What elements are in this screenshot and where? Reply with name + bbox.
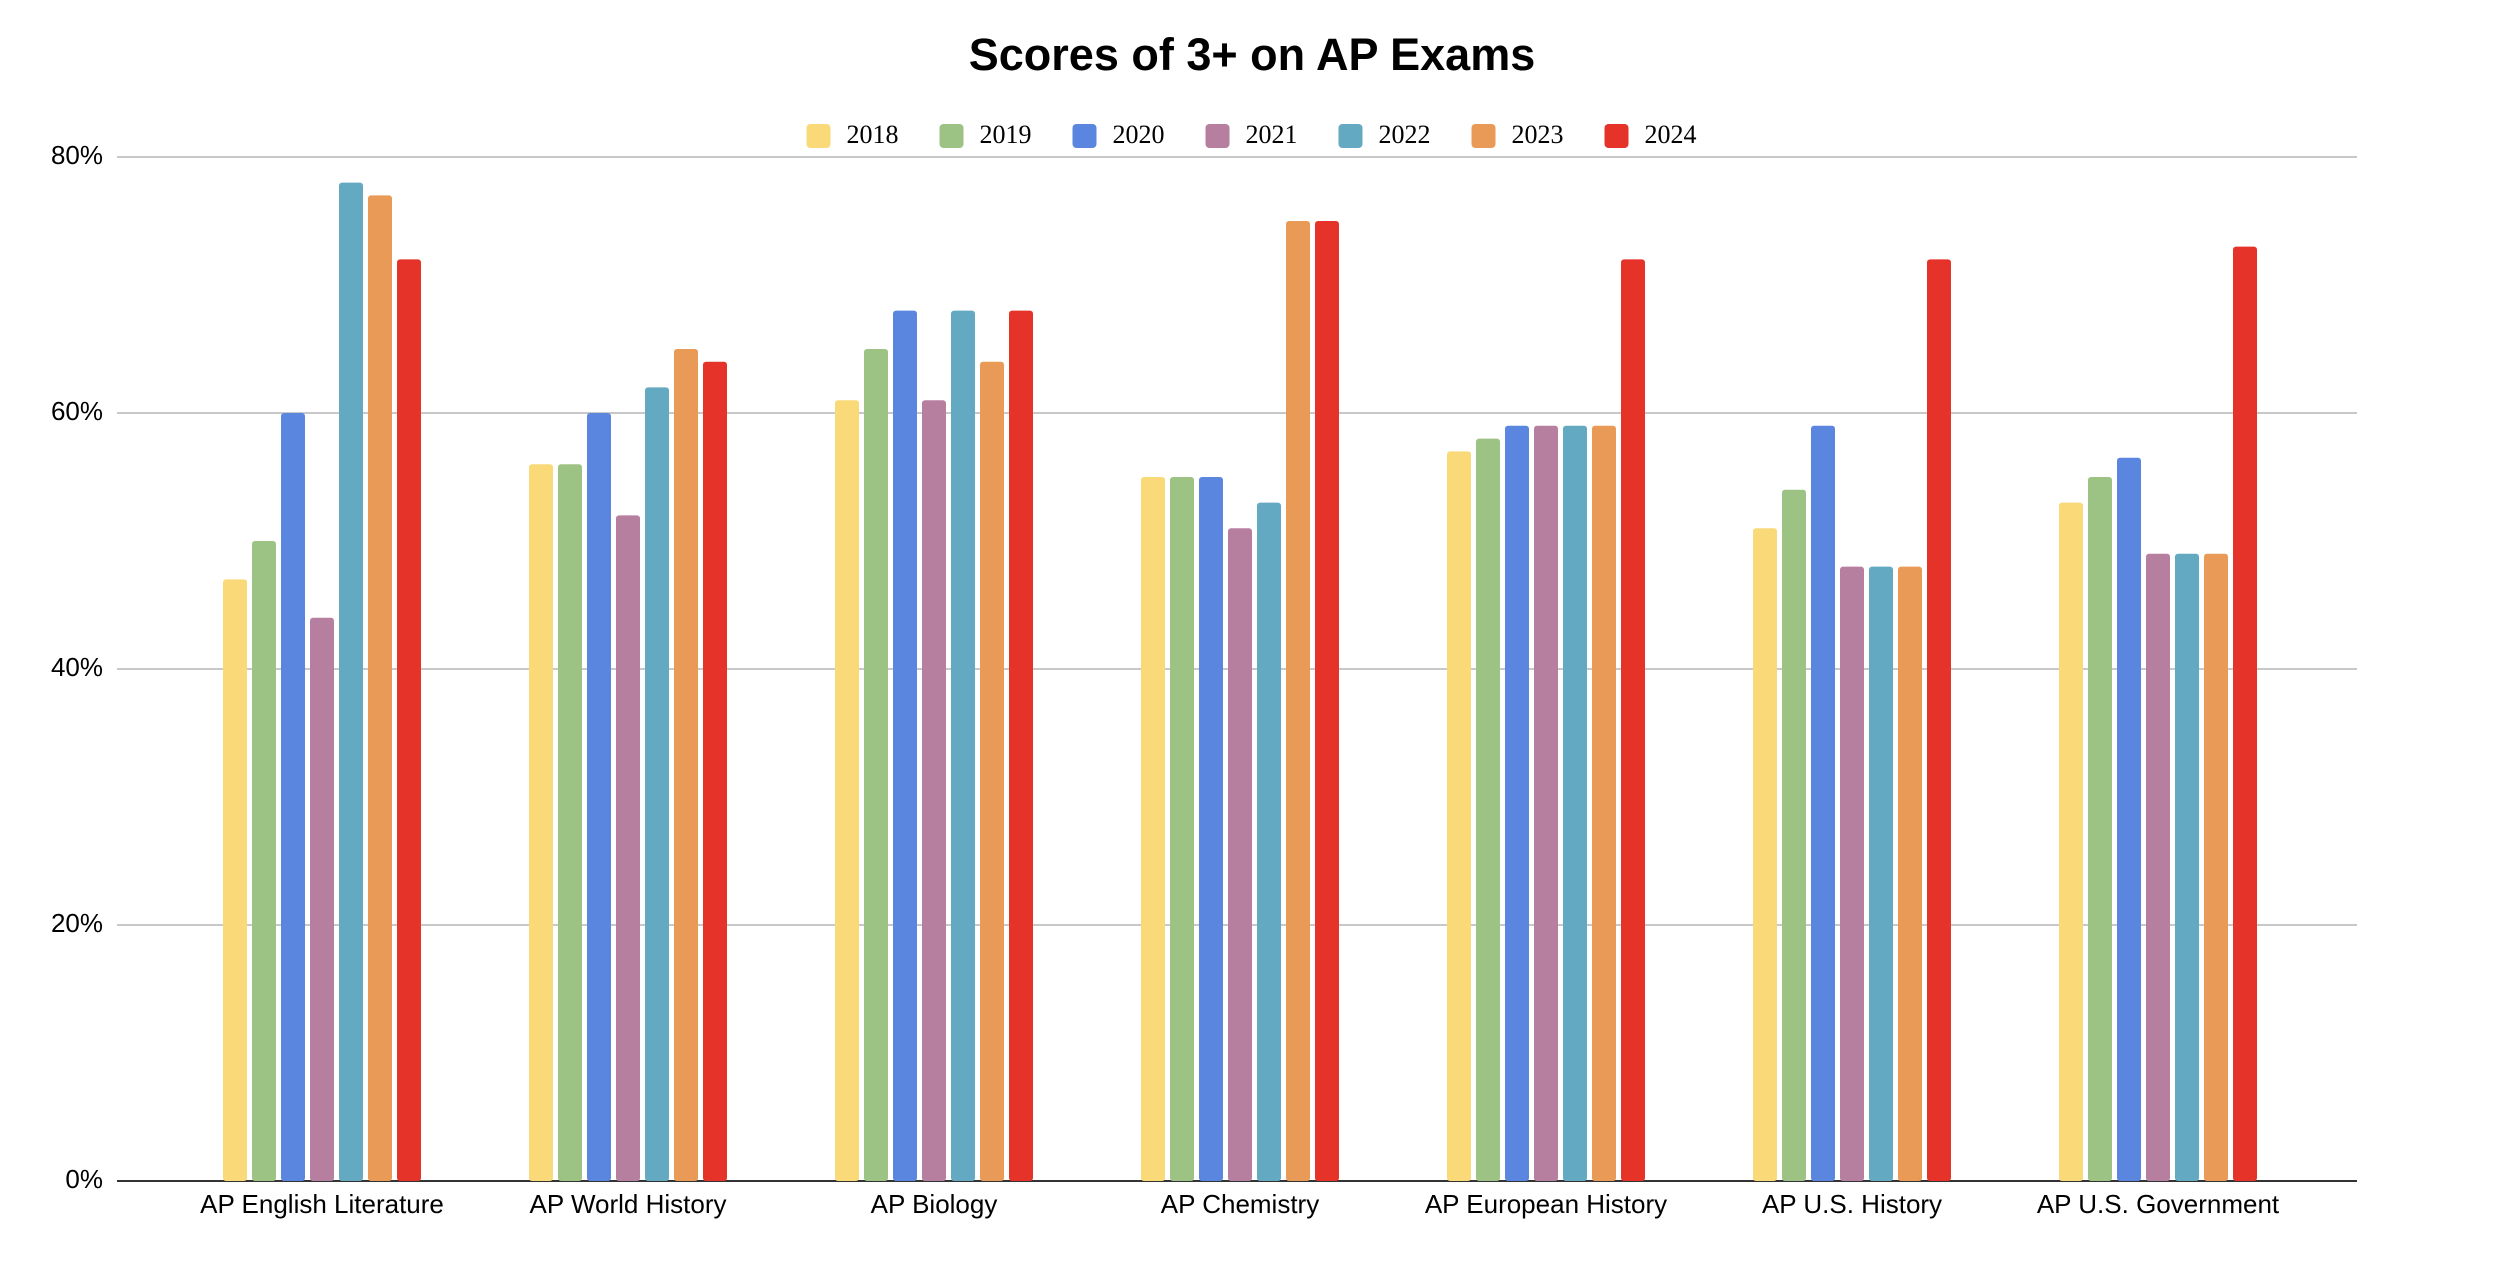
legend-swatch	[939, 124, 964, 148]
bar	[1621, 259, 1645, 1181]
bar	[1782, 489, 1806, 1181]
y-tick-label: 40%	[51, 652, 103, 682]
y-tick-label: 80%	[51, 140, 103, 170]
bar	[587, 413, 611, 1181]
y-tick-label: 60%	[51, 396, 103, 426]
x-tick-label: AP Chemistry	[1161, 1189, 1319, 1219]
legend-swatch	[1604, 124, 1629, 148]
x-tick-label: AP U.S. Government	[2037, 1189, 2280, 1219]
x-tick-label: AP European History	[1425, 1189, 1667, 1219]
x-tick-label: AP U.S. History	[1762, 1189, 1942, 1219]
x-tick-label: AP World History	[530, 1189, 727, 1219]
bar	[645, 387, 669, 1181]
bar	[310, 617, 334, 1181]
bar	[368, 195, 392, 1181]
bar	[1505, 425, 1529, 1181]
bar	[835, 400, 859, 1181]
bar	[2059, 502, 2083, 1182]
legend-label: 2019	[980, 120, 1032, 149]
legend-label: 2024	[1645, 120, 1697, 149]
x-tick-label: AP English Literature	[200, 1189, 444, 1219]
bar	[339, 182, 363, 1182]
bar	[1228, 528, 1252, 1181]
legend-label: 2020	[1113, 120, 1165, 149]
legend-label: 2018	[847, 120, 899, 149]
bar	[1811, 425, 1835, 1181]
legend-label: 2021	[1246, 120, 1298, 149]
bar	[1898, 566, 1922, 1181]
bar	[1476, 438, 1500, 1182]
x-tick-label: AP Biology	[871, 1189, 998, 1219]
bar	[864, 349, 888, 1181]
bar	[2088, 477, 2112, 1181]
bar	[2204, 553, 2228, 1181]
bar	[252, 541, 276, 1181]
bar	[951, 310, 975, 1182]
bar	[703, 361, 727, 1181]
bar	[1534, 425, 1558, 1181]
bar	[1447, 451, 1471, 1181]
bar	[674, 349, 698, 1181]
bar	[893, 310, 917, 1182]
bar	[1141, 477, 1165, 1181]
bar	[2117, 457, 2141, 1181]
legend-swatch	[806, 124, 831, 148]
legend-swatch	[1338, 124, 1363, 148]
y-tick-label: 0%	[65, 1164, 103, 1194]
bar	[1592, 425, 1616, 1181]
legend-swatch	[1471, 124, 1496, 148]
bar	[980, 361, 1004, 1181]
bar	[1315, 221, 1339, 1181]
bar	[1170, 477, 1194, 1181]
bar	[2233, 246, 2257, 1182]
bar	[529, 464, 553, 1181]
bar	[616, 515, 640, 1181]
legend-label: 2022	[1379, 120, 1431, 149]
bar	[1927, 259, 1951, 1181]
bar	[558, 464, 582, 1181]
bar	[1753, 528, 1777, 1181]
bar	[1563, 425, 1587, 1181]
legend-swatch	[1072, 124, 1097, 148]
bar	[281, 413, 305, 1181]
bar	[1869, 566, 1893, 1181]
legend-swatch	[1205, 124, 1230, 148]
bar	[2175, 553, 2199, 1181]
bar	[2146, 553, 2170, 1181]
bar	[397, 259, 421, 1181]
y-tick-label: 20%	[51, 908, 103, 938]
bar	[223, 579, 247, 1181]
legend-label: 2023	[1512, 120, 1564, 149]
bar	[1257, 502, 1281, 1182]
bar	[1286, 221, 1310, 1181]
bar	[1009, 310, 1033, 1182]
chart-title: Scores of 3+ on AP Exams	[969, 29, 1536, 80]
bar	[1199, 477, 1223, 1181]
bar	[1840, 566, 1864, 1181]
bar	[922, 400, 946, 1181]
